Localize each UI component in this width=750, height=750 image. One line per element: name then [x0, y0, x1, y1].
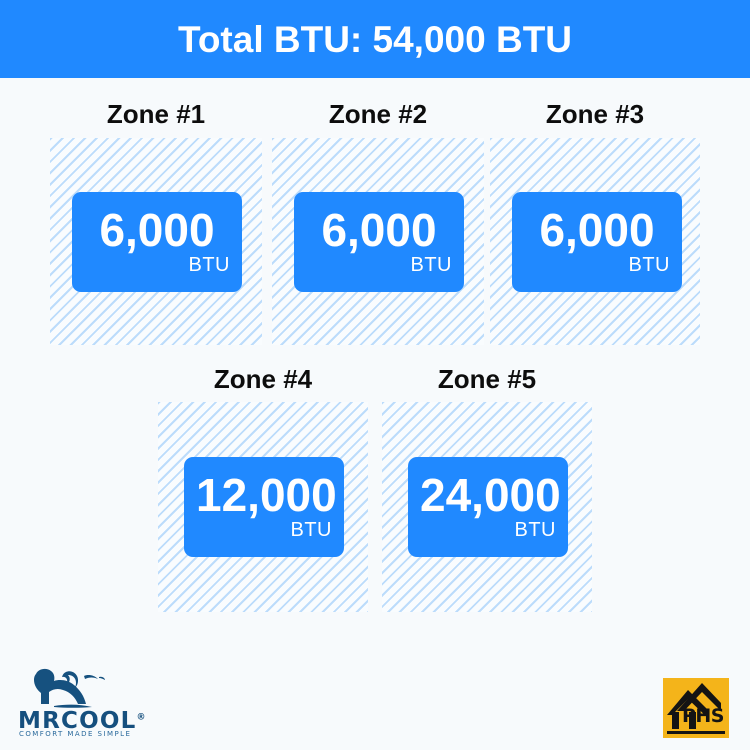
btu-unit-1: BTU	[188, 253, 230, 276]
zone-card-5[interactable]: 24,000 BTU	[382, 402, 592, 612]
mrcool-logo: MRCOOL® COMFORT MADE SIMPLE	[18, 666, 145, 738]
mrcool-bear-icon	[34, 668, 105, 708]
zone-label-4: Zone #4	[213, 364, 313, 394]
btu-chip-1[interactable]: 6,000 BTU	[72, 192, 242, 292]
zone-label-3: Zone #3	[545, 99, 645, 129]
mrcool-wordmark: MRCOOL®	[18, 710, 145, 733]
btu-value-5: 24,000	[420, 469, 561, 522]
header-banner: Total BTU: 54,000 BTU	[0, 0, 750, 78]
btu-value-2: 6,000	[321, 204, 437, 257]
phs-roof-icon	[667, 683, 725, 734]
page-title: Total BTU: 54,000 BTU	[177, 18, 573, 60]
zone-card-2[interactable]: 6,000 BTU	[272, 138, 484, 345]
zone-label-5: Zone #5	[437, 364, 537, 394]
btu-value-1: 6,000	[99, 204, 215, 257]
phs-text: PHS	[681, 705, 725, 727]
zone-card-3[interactable]: 6,000 BTU	[490, 138, 700, 345]
zone-card-4[interactable]: 12,000 BTU	[158, 402, 368, 612]
btu-chip-4[interactable]: 12,000 BTU	[184, 457, 344, 557]
btu-value-4: 12,000	[196, 469, 337, 522]
btu-unit-2: BTU	[410, 253, 452, 276]
btu-chip-5[interactable]: 24,000 BTU	[408, 457, 568, 557]
zone-card-1[interactable]: 6,000 BTU	[50, 138, 262, 345]
zone-label-2: Zone #2	[328, 99, 428, 129]
btu-unit-3: BTU	[628, 253, 670, 276]
mrcool-wordmark-text: MRCOOL	[18, 708, 137, 734]
btu-value-3: 6,000	[539, 204, 655, 257]
btu-unit-5: BTU	[514, 518, 556, 541]
registered-mark: ®	[136, 712, 146, 723]
btu-unit-4: BTU	[290, 518, 332, 541]
zone-label-1: Zone #1	[106, 99, 206, 129]
mrcool-tagline: COMFORT MADE SIMPLE	[19, 730, 132, 738]
btu-chip-2[interactable]: 6,000 BTU	[294, 192, 464, 292]
phs-logo: PHS	[663, 678, 729, 738]
btu-chip-3[interactable]: 6,000 BTU	[512, 192, 682, 292]
